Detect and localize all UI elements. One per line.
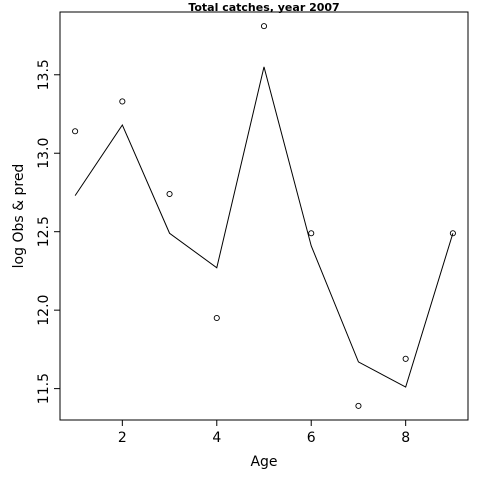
y-tick-label: 13.5 (36, 59, 52, 90)
chart-title: Total catches, year 2007 (188, 1, 339, 14)
y-tick-label: 12.5 (36, 216, 52, 247)
plot-frame (59, 11, 469, 421)
observed-point (72, 128, 79, 135)
observed-point (355, 402, 362, 409)
observed-point (308, 230, 315, 237)
x-axis-label: Age (250, 454, 277, 470)
y-tick-label: 11.5 (36, 373, 52, 404)
x-tick-label: 8 (401, 430, 410, 446)
x-tick-label: 4 (212, 430, 221, 446)
observed-point (166, 190, 173, 198)
y-tick-label: 13.0 (36, 138, 52, 169)
observed-point (119, 98, 126, 105)
y-axis: 11.5 12.0 12.5 13.0 13.5 (36, 59, 60, 404)
x-axis: 2 4 6 8 (118, 420, 410, 446)
observed-point (260, 23, 268, 30)
x-tick-label: 2 (118, 430, 127, 446)
predicted-line (74, 66, 454, 388)
x-tick-label: 6 (307, 430, 316, 446)
observed-point (213, 314, 220, 322)
observed-points (72, 23, 456, 409)
observed-point (402, 355, 409, 362)
observed-point (449, 230, 456, 237)
y-axis-label: log Obs & pred (11, 164, 27, 269)
y-tick-label: 12.0 (36, 295, 52, 326)
